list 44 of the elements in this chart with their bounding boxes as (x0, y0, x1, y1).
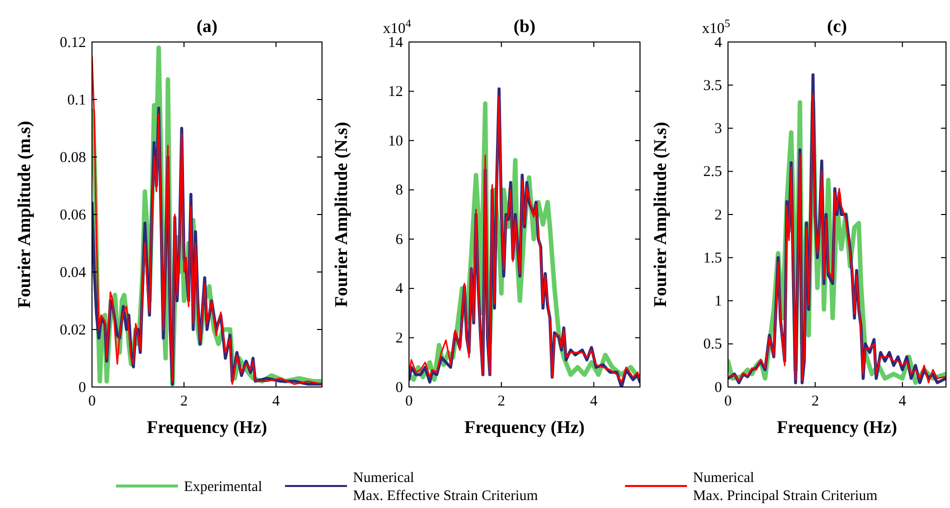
y-tick-label: 3.5 (703, 78, 722, 94)
legend-label: Numerical Max. Principal Strain Criterium (693, 470, 878, 504)
y-tick-label: 1.5 (703, 250, 722, 266)
chart-title: (a) (196, 16, 218, 36)
y-tick-label: 14 (388, 34, 404, 51)
legend-label: Numerical Max. Effective Strain Criterium (353, 470, 539, 504)
y-tick-label: 2 (396, 330, 403, 347)
x-tick-label: 2 (498, 394, 506, 410)
y-tick-label: 8 (396, 182, 403, 199)
x-axis-title: Frequency (Hz) (776, 417, 898, 437)
y-tick-label: 4 (396, 281, 404, 298)
y-axis-title: Fourier Amplitude (N.s) (650, 122, 670, 308)
x-tick-label: 2 (811, 394, 819, 410)
y-tick-label: 10 (388, 133, 403, 150)
y-tick-label: 0.04 (60, 264, 86, 281)
y-tick-label: 0 (396, 380, 403, 396)
y-tick-label: 2 (714, 207, 722, 224)
x-axis-title: Frequency (Hz) (464, 417, 585, 437)
x-tick-label: 4 (898, 394, 907, 410)
y-tick-label: 4 (714, 34, 722, 51)
y-tick-label: 12 (388, 84, 403, 100)
chart-title: (c) (827, 16, 847, 36)
x-tick-label: 4 (590, 394, 598, 410)
y-tick-label: 0.1 (67, 92, 86, 108)
x-axis-title: Frequency (Hz) (146, 417, 268, 437)
y-tick-label: 0.5 (703, 336, 722, 353)
y-tick-label: 0.02 (60, 322, 86, 338)
y-tick-label: 1 (714, 294, 722, 310)
y-tick-label: 6 (396, 232, 404, 248)
text: x10$^{5}$ (702, 18, 730, 37)
y-tick-label: 0.12 (60, 34, 86, 51)
y-tick-label: 3 (714, 121, 722, 138)
legend-label: Experimental (184, 479, 262, 495)
x-tick-label: 2 (180, 394, 188, 410)
y-tick-label: 0 (714, 380, 722, 396)
chart-title: (b) (514, 16, 536, 36)
y-tick-label: 0.08 (60, 150, 86, 166)
y-axis-title: Fourier Amplitude (N.s) (331, 122, 351, 308)
y-tick-label: 0.06 (60, 207, 86, 224)
y-axis-title: Fourier Amplitude (m.s) (14, 120, 34, 308)
x-tick-label: 4 (272, 394, 280, 410)
text: x10$^{4}$ (383, 18, 412, 37)
y-tick-label: 0 (78, 380, 86, 396)
y-tick-label: 2.5 (703, 164, 722, 180)
